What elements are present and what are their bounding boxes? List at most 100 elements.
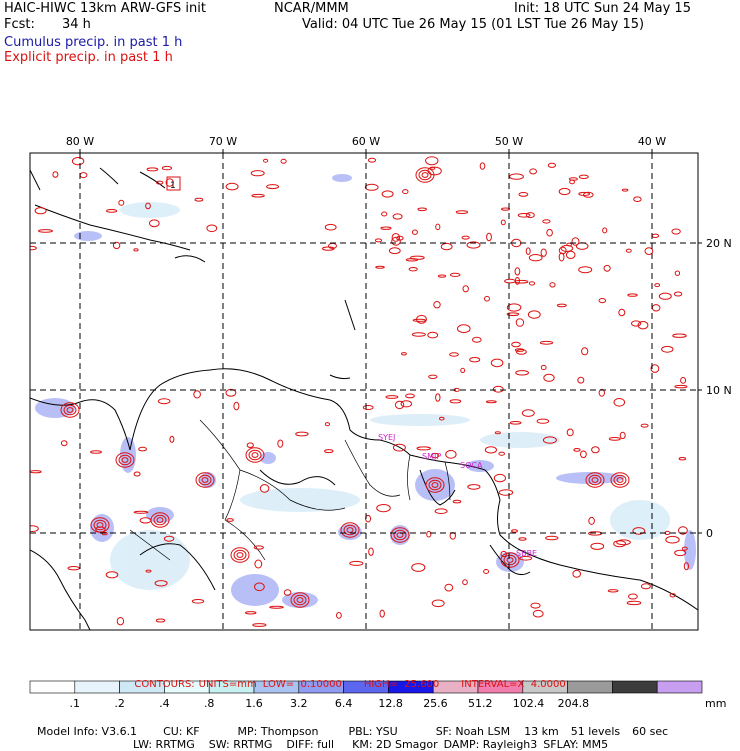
precip-contour [254,559,263,569]
precip-contour [112,241,121,250]
precip-contour [618,308,626,317]
legend-label: 204.8 [557,697,590,710]
lon-label-60w: 60 W [352,135,380,148]
precip-contour [528,281,536,286]
precip-contour [578,266,593,274]
precip-contour [674,270,681,276]
precip-contour [161,165,172,171]
precip-contour [169,435,175,443]
precip-contour [613,540,626,548]
precip-contour [678,526,688,535]
precip-cell-contour [245,447,265,463]
precip-contour [440,242,453,251]
precip-contour [408,267,418,272]
precip-contour [426,530,432,538]
precip-contour [101,531,108,536]
precip-cell-contour [425,477,445,493]
precip-contour [479,162,486,170]
precip-contour [461,235,470,240]
precip-contour [449,352,459,357]
precip-contour [233,401,240,411]
precip-contour [500,219,506,226]
precip-contour [411,229,418,235]
precip-contour [155,618,166,623]
precip-contour [90,450,102,454]
precip-contour [392,443,406,452]
precip-contour [530,602,541,609]
precip-contour [484,446,497,454]
station-syej: SYEJ [378,433,395,442]
precip-contour [118,199,125,206]
legend-label: .2 [114,697,125,710]
map-frame [29,152,699,631]
lat-label-0: 0 [706,527,713,540]
precip-contour [191,599,205,604]
precip-cell-contour [248,449,262,461]
precip-cell-contour [93,519,107,531]
precip-cell-contour [421,172,429,178]
footer-res: 13 km [524,725,559,738]
precip-contour [133,471,141,477]
precip-contour [628,593,638,600]
legend-label: 25.6 [423,697,448,710]
footer-levels: 51 levels [570,725,621,738]
precip-contour [252,623,267,627]
lat-label-20n: 20 N [706,237,732,250]
precip-contour [105,571,119,579]
contours-units: UNITS=mm [198,679,257,690]
precip-contour [244,611,257,615]
precip-contour [449,272,461,277]
precip-contour [375,265,385,269]
precip-cell-contour [118,454,132,466]
precip-contour [280,158,287,164]
precip-contour [425,156,439,166]
precip-cell-contour [115,452,135,468]
precip-contour [501,207,510,211]
precip-contour [498,489,514,496]
precip-contour [225,182,239,191]
precip-contour [580,450,587,459]
precip-contour [376,504,391,513]
precip-contour [71,157,85,166]
precip-contour [669,593,676,598]
contours-interval: INTERVAL=X 4.0000 [461,679,566,690]
precip-contour [671,228,681,235]
precip-contour [566,428,574,437]
precip-contour [613,398,626,407]
precip-contour [598,298,607,304]
precip-contour [518,537,527,541]
precip-cell-contour [90,517,110,533]
precip-contour [514,348,525,352]
footer-line2: LW: RRTMG SW: RRTMG DIFF: full KM: 2D Smago… [126,725,608,751]
precip-contour [621,188,629,192]
precip-cell-contour [428,479,442,491]
precip-contour [362,405,374,410]
precip-contour [402,189,409,195]
precip-contour [388,247,401,255]
precip-contour [490,358,504,368]
precip-contour [67,566,80,571]
precip-contour [556,303,567,308]
precip-contour [528,254,543,262]
precip-cell-contour [503,554,517,566]
precip-contour [469,357,481,363]
lat-lon-grid [30,153,698,630]
precip-cell-contour [198,474,212,486]
precip-cell-contour [296,597,304,603]
precip-contour [392,213,403,220]
precip-contour [558,252,565,262]
contours-title: CONTOURS: [134,679,195,690]
precip-contour [263,158,269,163]
legend-label: .8 [203,697,215,710]
precip-contour [650,364,660,373]
precip-contour [486,232,492,242]
precip-contour [34,207,47,215]
precip-contour [106,209,118,213]
precip-contour [133,510,149,514]
precip-cell-contour [293,594,307,606]
lon-label-80w: 80 W [66,135,94,148]
precip-cell-contour [506,557,514,563]
light-precip-areas [110,202,670,590]
precip-contour [259,484,270,493]
precip-contour [654,283,661,288]
